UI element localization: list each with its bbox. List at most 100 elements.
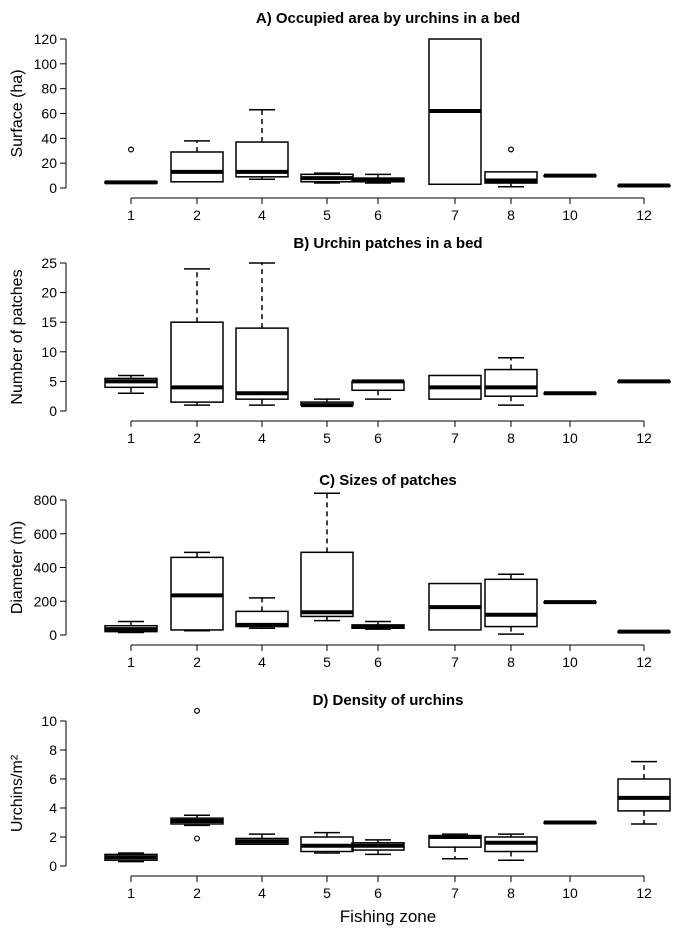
y-tick-label: 20 (41, 285, 57, 301)
box-zone-10 (543, 173, 597, 178)
x-tick-label: 1 (127, 207, 135, 223)
y-axis-label: Surface (ha) (9, 69, 26, 157)
x-tick-label: 12 (636, 430, 652, 446)
box-zone-2 (170, 707, 224, 842)
y-tick-label: 8 (49, 742, 57, 758)
panel-title: C) Sizes of patches (319, 472, 457, 489)
box-zone-2 (170, 140, 224, 183)
x-tick-label: 6 (374, 654, 382, 670)
x-tick-label: 10 (562, 430, 578, 446)
x-tick-label: 1 (127, 885, 135, 901)
x-tick-label: 2 (193, 430, 201, 446)
x-tick-label: 10 (562, 654, 578, 670)
x-tick-label: 4 (258, 654, 266, 670)
box-zone-8 (484, 573, 538, 635)
x-tick-label: 1 (127, 654, 135, 670)
y-tick-label: 20 (41, 155, 57, 171)
x-tick-label: 7 (451, 207, 459, 223)
box-iqr (170, 321, 224, 403)
box-zone-10 (543, 600, 597, 605)
panel-title: B) Urchin patches in a bed (293, 235, 482, 252)
box-zone-5 (300, 398, 354, 408)
y-tick-label: 600 (34, 526, 58, 542)
box-zone-4 (235, 109, 289, 181)
box-zone-12 (617, 760, 671, 825)
x-tick-label: 7 (451, 885, 459, 901)
box-zone-5 (300, 492, 354, 622)
y-tick-label: 5 (49, 373, 57, 389)
box-iqr (484, 171, 538, 184)
box-zone-7 (428, 38, 482, 186)
x-tick-label: 8 (507, 885, 515, 901)
box-iqr (617, 778, 671, 812)
box-zone-12 (617, 379, 671, 384)
box-zone-6 (351, 620, 405, 630)
box-zone-10 (543, 820, 597, 825)
y-tick-label: 25 (41, 255, 57, 271)
panel-3: C) Sizes of patches 0 200 400 600 800 Diameter… (9, 472, 671, 670)
panel-title: A) Occupied area by urchins in a bed (256, 10, 520, 27)
box-zone-2 (170, 268, 224, 406)
x-tick-label: 2 (193, 885, 201, 901)
box-zone-4 (235, 597, 289, 629)
y-tick-label: 200 (34, 593, 58, 609)
box-zone-12 (617, 629, 671, 634)
box-zone-2 (170, 551, 224, 632)
outlier-point (194, 707, 201, 714)
box-zone-6 (351, 173, 405, 184)
box-zone-1 (104, 852, 158, 863)
x-tick-label: 10 (562, 207, 578, 223)
y-tick-label: 120 (34, 31, 58, 47)
y-tick-label: 10 (41, 713, 57, 729)
y-tick-label: 4 (49, 800, 57, 816)
x-tick-label: 4 (258, 885, 266, 901)
y-tick-label: 2 (49, 829, 57, 845)
box-iqr (235, 327, 289, 400)
x-tick-label: 6 (374, 885, 382, 901)
x-tick-label: 4 (258, 430, 266, 446)
box-zone-6 (351, 379, 405, 400)
x-tick-label: 6 (374, 430, 382, 446)
box-zone-8 (484, 146, 538, 188)
x-tick-label: 8 (507, 430, 515, 446)
x-tick-label: 5 (323, 885, 331, 901)
y-tick-label: 80 (41, 81, 57, 97)
x-tick-label: 12 (636, 207, 652, 223)
x-tick-label: 8 (507, 654, 515, 670)
x-tick-label: 7 (451, 430, 459, 446)
y-tick-label: 800 (34, 492, 58, 508)
y-tick-label: 0 (49, 627, 57, 643)
box-zone-4 (235, 833, 289, 846)
box-iqr (484, 578, 538, 628)
y-tick-label: 100 (34, 56, 58, 72)
y-tick-label: 10 (41, 344, 57, 360)
x-tick-label: 1 (127, 430, 135, 446)
y-tick-label: 15 (41, 314, 57, 330)
box-zone-10 (543, 391, 597, 396)
panel-1: A) Occupied area by urchins in a bed 0 20 4… (9, 10, 671, 223)
box-zone-1 (104, 374, 158, 394)
box-zone-5 (300, 172, 354, 184)
box-zone-8 (484, 356, 538, 406)
x-tick-label: 2 (193, 654, 201, 670)
box-zone-7 (428, 582, 482, 631)
outlier-point (128, 146, 135, 153)
x-tick-label: 5 (323, 654, 331, 670)
y-tick-label: 0 (49, 403, 57, 419)
y-tick-label: 0 (49, 180, 57, 196)
y-axis-label: Urchins/m² (9, 754, 26, 832)
box-zone-7 (428, 833, 482, 860)
x-tick-label: 8 (507, 207, 515, 223)
y-tick-label: 60 (41, 106, 57, 122)
outlier-point (194, 835, 201, 842)
box-zone-12 (617, 183, 671, 188)
x-tick-label: 6 (374, 207, 382, 223)
box-iqr (484, 368, 538, 397)
box-iqr (235, 141, 289, 178)
x-tick-label: 10 (562, 885, 578, 901)
box-iqr (170, 151, 224, 183)
x-tick-label: 12 (636, 885, 652, 901)
outlier-point (508, 146, 515, 153)
y-tick-label: 40 (41, 130, 57, 146)
